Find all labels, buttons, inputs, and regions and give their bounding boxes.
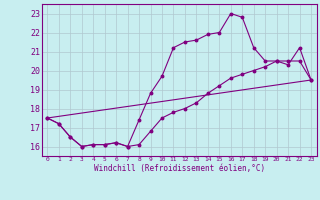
X-axis label: Windchill (Refroidissement éolien,°C): Windchill (Refroidissement éolien,°C) <box>94 164 265 173</box>
